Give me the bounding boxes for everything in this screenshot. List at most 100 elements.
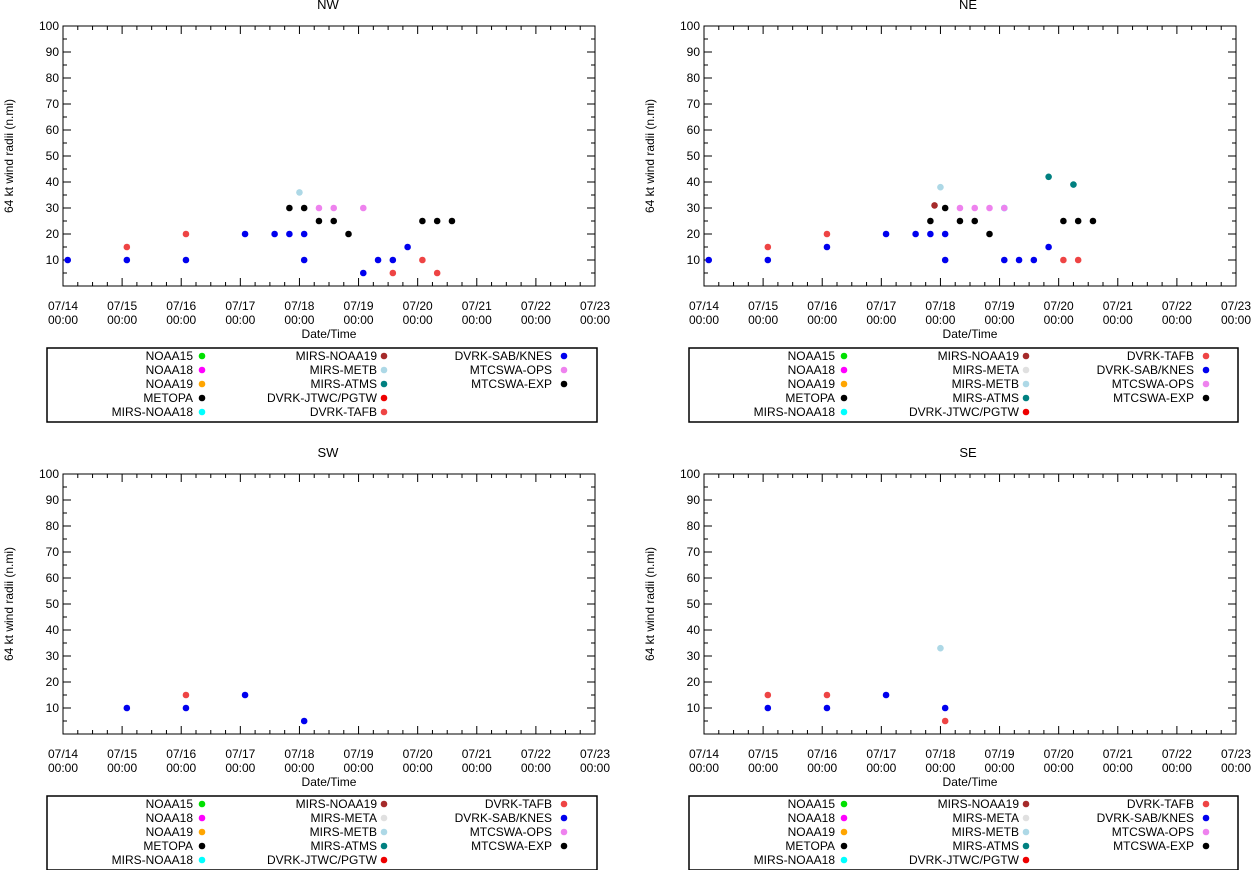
y-tick-label: 90 (687, 45, 701, 59)
legend-label: MIRS-NOAA19 (938, 349, 1020, 363)
plot-frame (703, 473, 1237, 735)
x-tick-date: 07/15 (107, 747, 137, 761)
x-tick-date: 07/22 (1162, 299, 1192, 313)
x-axis-label: Date/Time (943, 775, 998, 789)
data-point-mtcswa-exp (927, 217, 934, 225)
legend-marker (1202, 842, 1210, 850)
x-tick-time: 00:00 (166, 313, 196, 327)
legend-label: MIRS-META (311, 811, 377, 825)
y-tick-label: 40 (687, 623, 701, 637)
x-tick-date: 07/14 (689, 747, 719, 761)
data-point-dvrk-tafb (433, 269, 441, 277)
y-tick-label: 100 (39, 19, 59, 33)
x-tick-time: 00:00 (107, 313, 137, 327)
legend-marker (380, 856, 388, 864)
data-point-dvrk-sab-knes (300, 717, 308, 725)
legend-marker (1202, 394, 1210, 402)
legend-marker (1202, 828, 1210, 836)
legend-label: MTCSWA-OPS (1112, 377, 1194, 391)
y-tick-label: 80 (687, 519, 701, 533)
data-point-dvrk-tafb (823, 691, 831, 699)
y-tick-label: 20 (687, 227, 701, 241)
x-tick-date: 07/21 (462, 299, 492, 313)
x-tick-time: 00:00 (344, 313, 374, 327)
data-point-dvrk-tafb (182, 691, 190, 699)
data-point-mtcswa-ops (956, 204, 964, 212)
chart-panel-sw: SW10203040506070809010007/1400:0007/1500… (2, 445, 610, 871)
x-tick-time: 00:00 (48, 313, 78, 327)
legend-label: DVRK-TAFB (485, 797, 552, 811)
data-point-dvrk-sab-knes (941, 256, 949, 264)
data-point-mtcswa-exp (315, 217, 323, 225)
x-tick-date: 07/20 (1044, 747, 1074, 761)
data-point-mtcswa-exp (956, 217, 964, 225)
data-point-mtcswa-exp (448, 217, 456, 225)
data-point-mtcswa-ops (315, 204, 323, 212)
y-tick-label: 10 (687, 701, 701, 715)
y-tick-label: 40 (46, 175, 60, 189)
data-point-dvrk-sab-knes (1030, 256, 1038, 264)
legend-label: DVRK-SAB/KNES (1097, 811, 1194, 825)
legend-marker (1022, 366, 1030, 374)
x-tick-date: 07/20 (1044, 299, 1074, 313)
data-point-mtcswa-exp (330, 217, 338, 225)
legend-marker (1022, 842, 1030, 850)
y-tick-label: 30 (46, 201, 60, 215)
y-tick-label: 10 (46, 701, 60, 715)
y-tick-label: 60 (46, 571, 60, 585)
x-tick-date: 07/22 (1162, 747, 1192, 761)
x-tick-time: 00:00 (866, 761, 896, 775)
x-tick-time: 00:00 (925, 761, 955, 775)
legend-marker (840, 842, 848, 850)
y-axis-label: 64 kt wind radii (n.mi) (2, 547, 16, 661)
legend-marker (560, 814, 568, 822)
legend-label: NOAA15 (788, 797, 836, 811)
data-point-dvrk-sab-knes (823, 704, 831, 712)
data-point-mirs-metb (937, 644, 944, 652)
y-tick-label: 10 (687, 253, 701, 267)
x-tick-date: 07/21 (1103, 747, 1133, 761)
data-point-dvrk-tafb (823, 230, 831, 238)
chart-panel-se: SE10203040506070809010007/1400:0007/1500… (643, 445, 1251, 871)
y-tick-label: 90 (687, 493, 701, 507)
x-tick-date: 07/18 (925, 299, 955, 313)
x-tick-time: 00:00 (107, 761, 137, 775)
data-point-dvrk-sab-knes (764, 704, 772, 712)
x-tick-time: 00:00 (580, 313, 610, 327)
data-point-dvrk-tafb (764, 691, 772, 699)
x-tick-time: 00:00 (689, 313, 719, 327)
y-tick-label: 30 (687, 201, 701, 215)
chart-title: SE (959, 445, 977, 460)
x-tick-date: 07/18 (284, 299, 314, 313)
x-tick-time: 00:00 (985, 313, 1015, 327)
legend-marker (198, 366, 206, 374)
x-tick-date: 07/22 (521, 747, 551, 761)
x-axis-label: Date/Time (943, 327, 998, 341)
legend-label: NOAA18 (788, 811, 836, 825)
x-tick-date: 07/23 (1221, 747, 1251, 761)
x-axis-label: Date/Time (302, 775, 357, 789)
legend-marker (380, 842, 388, 850)
legend-label: MIRS-METB (952, 377, 1019, 391)
legend-marker (1022, 814, 1030, 822)
y-tick-label: 70 (687, 545, 701, 559)
x-tick-date: 07/16 (807, 747, 837, 761)
y-axis-label: 64 kt wind radii (n.mi) (2, 99, 16, 213)
x-tick-time: 00:00 (225, 761, 255, 775)
legend-marker (1022, 352, 1030, 360)
legend-marker (380, 814, 388, 822)
legend-label: MIRS-ATMS (311, 377, 377, 391)
data-point-dvrk-sab-knes (705, 256, 713, 264)
data-point-dvrk-sab-knes (182, 256, 190, 264)
legend-label: NOAA19 (146, 377, 194, 391)
legend-marker (560, 352, 568, 360)
data-point-mtcswa-exp (300, 204, 308, 212)
data-point-dvrk-sab-knes (241, 691, 249, 699)
data-point-dvrk-tafb (941, 717, 949, 725)
x-tick-time: 00:00 (1103, 313, 1133, 327)
data-point-dvrk-sab-knes (241, 230, 249, 238)
data-point-dvrk-tafb (389, 269, 397, 277)
